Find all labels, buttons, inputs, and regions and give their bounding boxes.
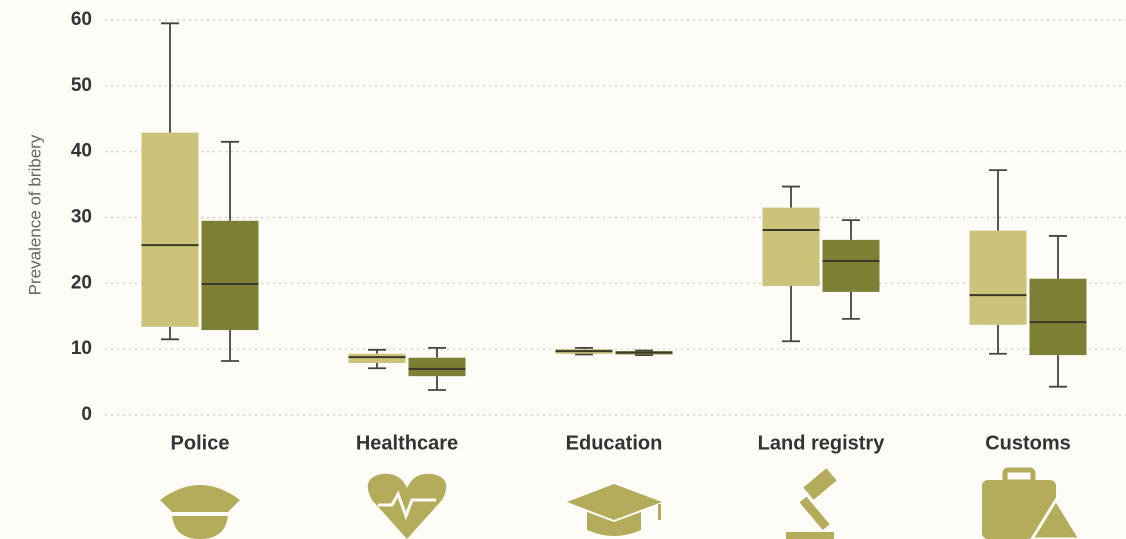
police-icon (160, 485, 240, 539)
x-tick-label: Education (566, 432, 663, 454)
x-tick-label: Healthcare (356, 432, 458, 454)
y-axis-label: Prevalence of bribery (25, 134, 44, 295)
box (141, 132, 199, 327)
x-tick-label: Land registry (758, 432, 886, 454)
box (762, 207, 820, 286)
box (408, 357, 466, 377)
y-tick-label: 20 (71, 272, 92, 293)
y-tick-label: 30 (71, 207, 92, 228)
y-tick-label: 0 (81, 404, 92, 425)
healthcare-icon (367, 473, 447, 539)
icons (160, 467, 1082, 539)
box (969, 230, 1027, 325)
box (822, 239, 880, 292)
y-tick-label: 60 (71, 9, 92, 30)
box (348, 353, 406, 363)
box (1029, 278, 1087, 356)
x-tick-label: Customs (985, 432, 1071, 454)
x-tick-label: Police (171, 432, 230, 454)
y-tick-label: 40 (71, 141, 92, 162)
y-tick-label: 10 (71, 338, 92, 359)
pulse-line (378, 490, 436, 521)
customs-icon (982, 467, 1082, 539)
box (201, 220, 259, 331)
y-tick-label: 50 (71, 75, 92, 96)
education-icon (567, 484, 662, 536)
land-registry-icon (786, 468, 837, 539)
